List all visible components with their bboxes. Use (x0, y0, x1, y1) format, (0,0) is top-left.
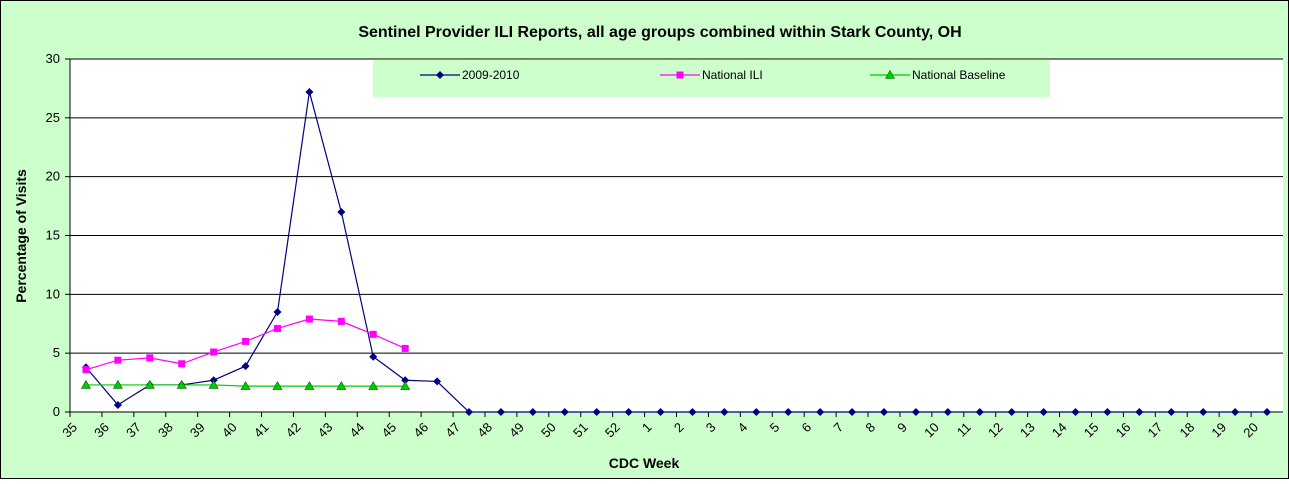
data-point (208, 379, 219, 389)
data-point (112, 379, 123, 389)
y-tick-label: 0 (53, 404, 60, 419)
legend-marker (436, 71, 444, 79)
data-point (241, 362, 250, 371)
data-point (401, 376, 410, 385)
data-point (305, 315, 313, 323)
y-tick-label: 25 (46, 110, 60, 125)
data-point (242, 337, 250, 345)
data-point (273, 307, 282, 316)
data-point (943, 408, 952, 416)
data-point (240, 381, 251, 390)
data-point (465, 408, 474, 416)
y-tick-label: 15 (46, 228, 60, 243)
data-point (337, 207, 346, 216)
legend-marker (884, 69, 896, 79)
data-point (146, 354, 154, 362)
x-axis-label: CDC Week (609, 455, 680, 471)
data-point (210, 348, 218, 356)
y-axis-label: Percentage of Visits (13, 169, 29, 303)
y-tick-label: 5 (53, 345, 60, 360)
data-point (560, 408, 569, 416)
data-point (592, 408, 601, 416)
legend-marker (676, 71, 684, 79)
series-line (85, 91, 1268, 413)
data-point (720, 408, 729, 416)
data-point (178, 360, 186, 368)
data-point (1103, 408, 1112, 416)
data-point (688, 408, 697, 416)
data-point (401, 344, 409, 352)
data-point (816, 408, 825, 416)
data-point (80, 379, 91, 389)
y-tick-label: 10 (46, 286, 60, 301)
data-point (400, 381, 411, 390)
legend-label: 2009-2010 (462, 68, 520, 82)
data-point (368, 381, 379, 390)
data-point (82, 366, 90, 374)
legend-label: National Baseline (912, 68, 1006, 82)
data-point (144, 379, 155, 389)
y-tick-label: 30 (46, 51, 60, 66)
data-point (336, 381, 347, 390)
data-point (1167, 408, 1176, 416)
data-point (911, 408, 920, 416)
legend (373, 60, 1050, 97)
data-point (272, 381, 283, 390)
data-point (879, 408, 888, 416)
data-point (305, 87, 314, 96)
data-point (528, 408, 537, 416)
legend-label: National ILI (702, 68, 763, 82)
data-point (114, 356, 122, 364)
data-point (784, 408, 793, 416)
data-point (369, 352, 378, 361)
data-point (848, 408, 857, 416)
data-point (369, 330, 377, 338)
data-point (656, 408, 665, 416)
data-point (496, 408, 505, 416)
data-point (1199, 408, 1208, 416)
data-point (752, 408, 761, 416)
data-point (113, 400, 122, 409)
data-point (304, 381, 315, 390)
data-point (1135, 408, 1144, 416)
data-point (1263, 408, 1272, 416)
data-point (273, 324, 281, 332)
chart-title: Sentinel Provider ILI Reports, all age g… (358, 24, 961, 41)
data-point (1007, 408, 1016, 416)
data-point (433, 377, 442, 386)
data-point (1071, 408, 1080, 416)
data-point (337, 317, 345, 325)
data-point (975, 408, 984, 416)
data-point (176, 379, 187, 389)
data-point (624, 408, 633, 416)
data-point (1231, 408, 1240, 416)
data-point (1039, 408, 1048, 416)
y-tick-label: 20 (46, 169, 60, 184)
